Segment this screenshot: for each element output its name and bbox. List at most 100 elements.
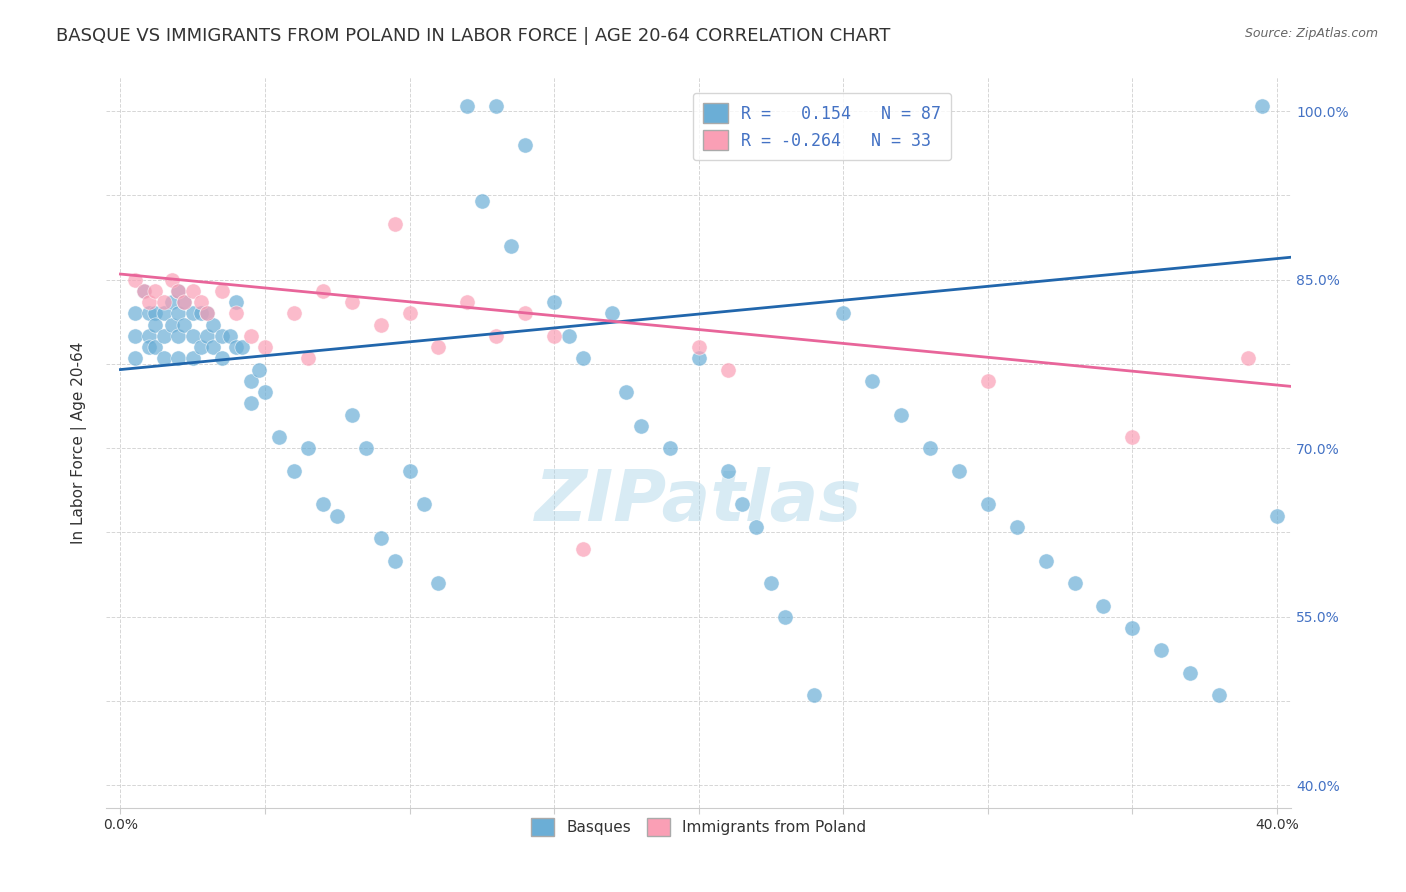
Point — [190, 295, 212, 310]
Point — [688, 351, 710, 366]
Point — [340, 295, 363, 310]
Point — [515, 137, 537, 152]
Point — [716, 362, 738, 376]
Point — [977, 497, 1000, 511]
Point — [195, 306, 218, 320]
Point — [1251, 98, 1274, 112]
Point — [153, 351, 176, 366]
Point — [1237, 351, 1260, 366]
Point — [167, 329, 190, 343]
Point — [143, 340, 166, 354]
Point — [190, 306, 212, 320]
Point — [427, 576, 450, 591]
Point — [918, 441, 941, 455]
Point — [456, 295, 478, 310]
Point — [1265, 508, 1288, 523]
Point — [658, 441, 681, 455]
Point — [557, 329, 579, 343]
Point — [572, 351, 595, 366]
Point — [143, 306, 166, 320]
Point — [384, 553, 406, 567]
Point — [731, 497, 754, 511]
Point — [167, 284, 190, 298]
Point — [1208, 689, 1230, 703]
Point — [413, 497, 436, 511]
Point — [138, 340, 160, 354]
Point — [132, 284, 155, 298]
Point — [225, 295, 247, 310]
Point — [1063, 576, 1085, 591]
Point — [124, 273, 146, 287]
Point — [1178, 665, 1201, 680]
Point — [124, 329, 146, 343]
Point — [948, 464, 970, 478]
Point — [219, 329, 242, 343]
Point — [195, 306, 218, 320]
Point — [173, 295, 195, 310]
Point — [231, 340, 253, 354]
Point — [759, 576, 782, 591]
Point — [181, 306, 204, 320]
Point — [515, 306, 537, 320]
Point — [253, 385, 276, 400]
Point — [138, 329, 160, 343]
Point — [124, 351, 146, 366]
Point — [167, 284, 190, 298]
Point — [225, 306, 247, 320]
Legend: Basques, Immigrants from Poland: Basques, Immigrants from Poland — [524, 810, 873, 844]
Point — [716, 464, 738, 478]
Point — [471, 194, 494, 208]
Point — [173, 318, 195, 332]
Point — [688, 340, 710, 354]
Point — [456, 98, 478, 112]
Point — [211, 284, 233, 298]
Point — [283, 306, 305, 320]
Point — [1035, 553, 1057, 567]
Point — [173, 295, 195, 310]
Point — [153, 306, 176, 320]
Point — [167, 351, 190, 366]
Point — [181, 284, 204, 298]
Point — [312, 284, 335, 298]
Point — [543, 295, 565, 310]
Point — [225, 340, 247, 354]
Point — [427, 340, 450, 354]
Point — [132, 284, 155, 298]
Point — [340, 408, 363, 422]
Point — [239, 396, 262, 410]
Point — [499, 239, 522, 253]
Point — [211, 329, 233, 343]
Text: BASQUE VS IMMIGRANTS FROM POLAND IN LABOR FORCE | AGE 20-64 CORRELATION CHART: BASQUE VS IMMIGRANTS FROM POLAND IN LABO… — [56, 27, 890, 45]
Point — [297, 351, 319, 366]
Point — [384, 217, 406, 231]
Point — [572, 542, 595, 557]
Point — [138, 295, 160, 310]
Point — [370, 531, 392, 545]
Point — [543, 329, 565, 343]
Point — [775, 609, 797, 624]
Point — [181, 329, 204, 343]
Point — [201, 318, 224, 332]
Point — [269, 430, 291, 444]
Text: Source: ZipAtlas.com: Source: ZipAtlas.com — [1244, 27, 1378, 40]
Point — [283, 464, 305, 478]
Point — [239, 329, 262, 343]
Point — [485, 329, 508, 343]
Point — [297, 441, 319, 455]
Point — [143, 318, 166, 332]
Point — [398, 306, 420, 320]
Point — [312, 497, 335, 511]
Y-axis label: In Labor Force | Age 20-64: In Labor Force | Age 20-64 — [72, 342, 87, 544]
Point — [143, 284, 166, 298]
Point — [162, 295, 184, 310]
Point — [398, 464, 420, 478]
Point — [153, 329, 176, 343]
Point — [253, 340, 276, 354]
Point — [803, 689, 825, 703]
Point — [745, 520, 768, 534]
Point — [138, 306, 160, 320]
Point — [211, 351, 233, 366]
Point — [860, 374, 883, 388]
Point — [181, 351, 204, 366]
Point — [195, 329, 218, 343]
